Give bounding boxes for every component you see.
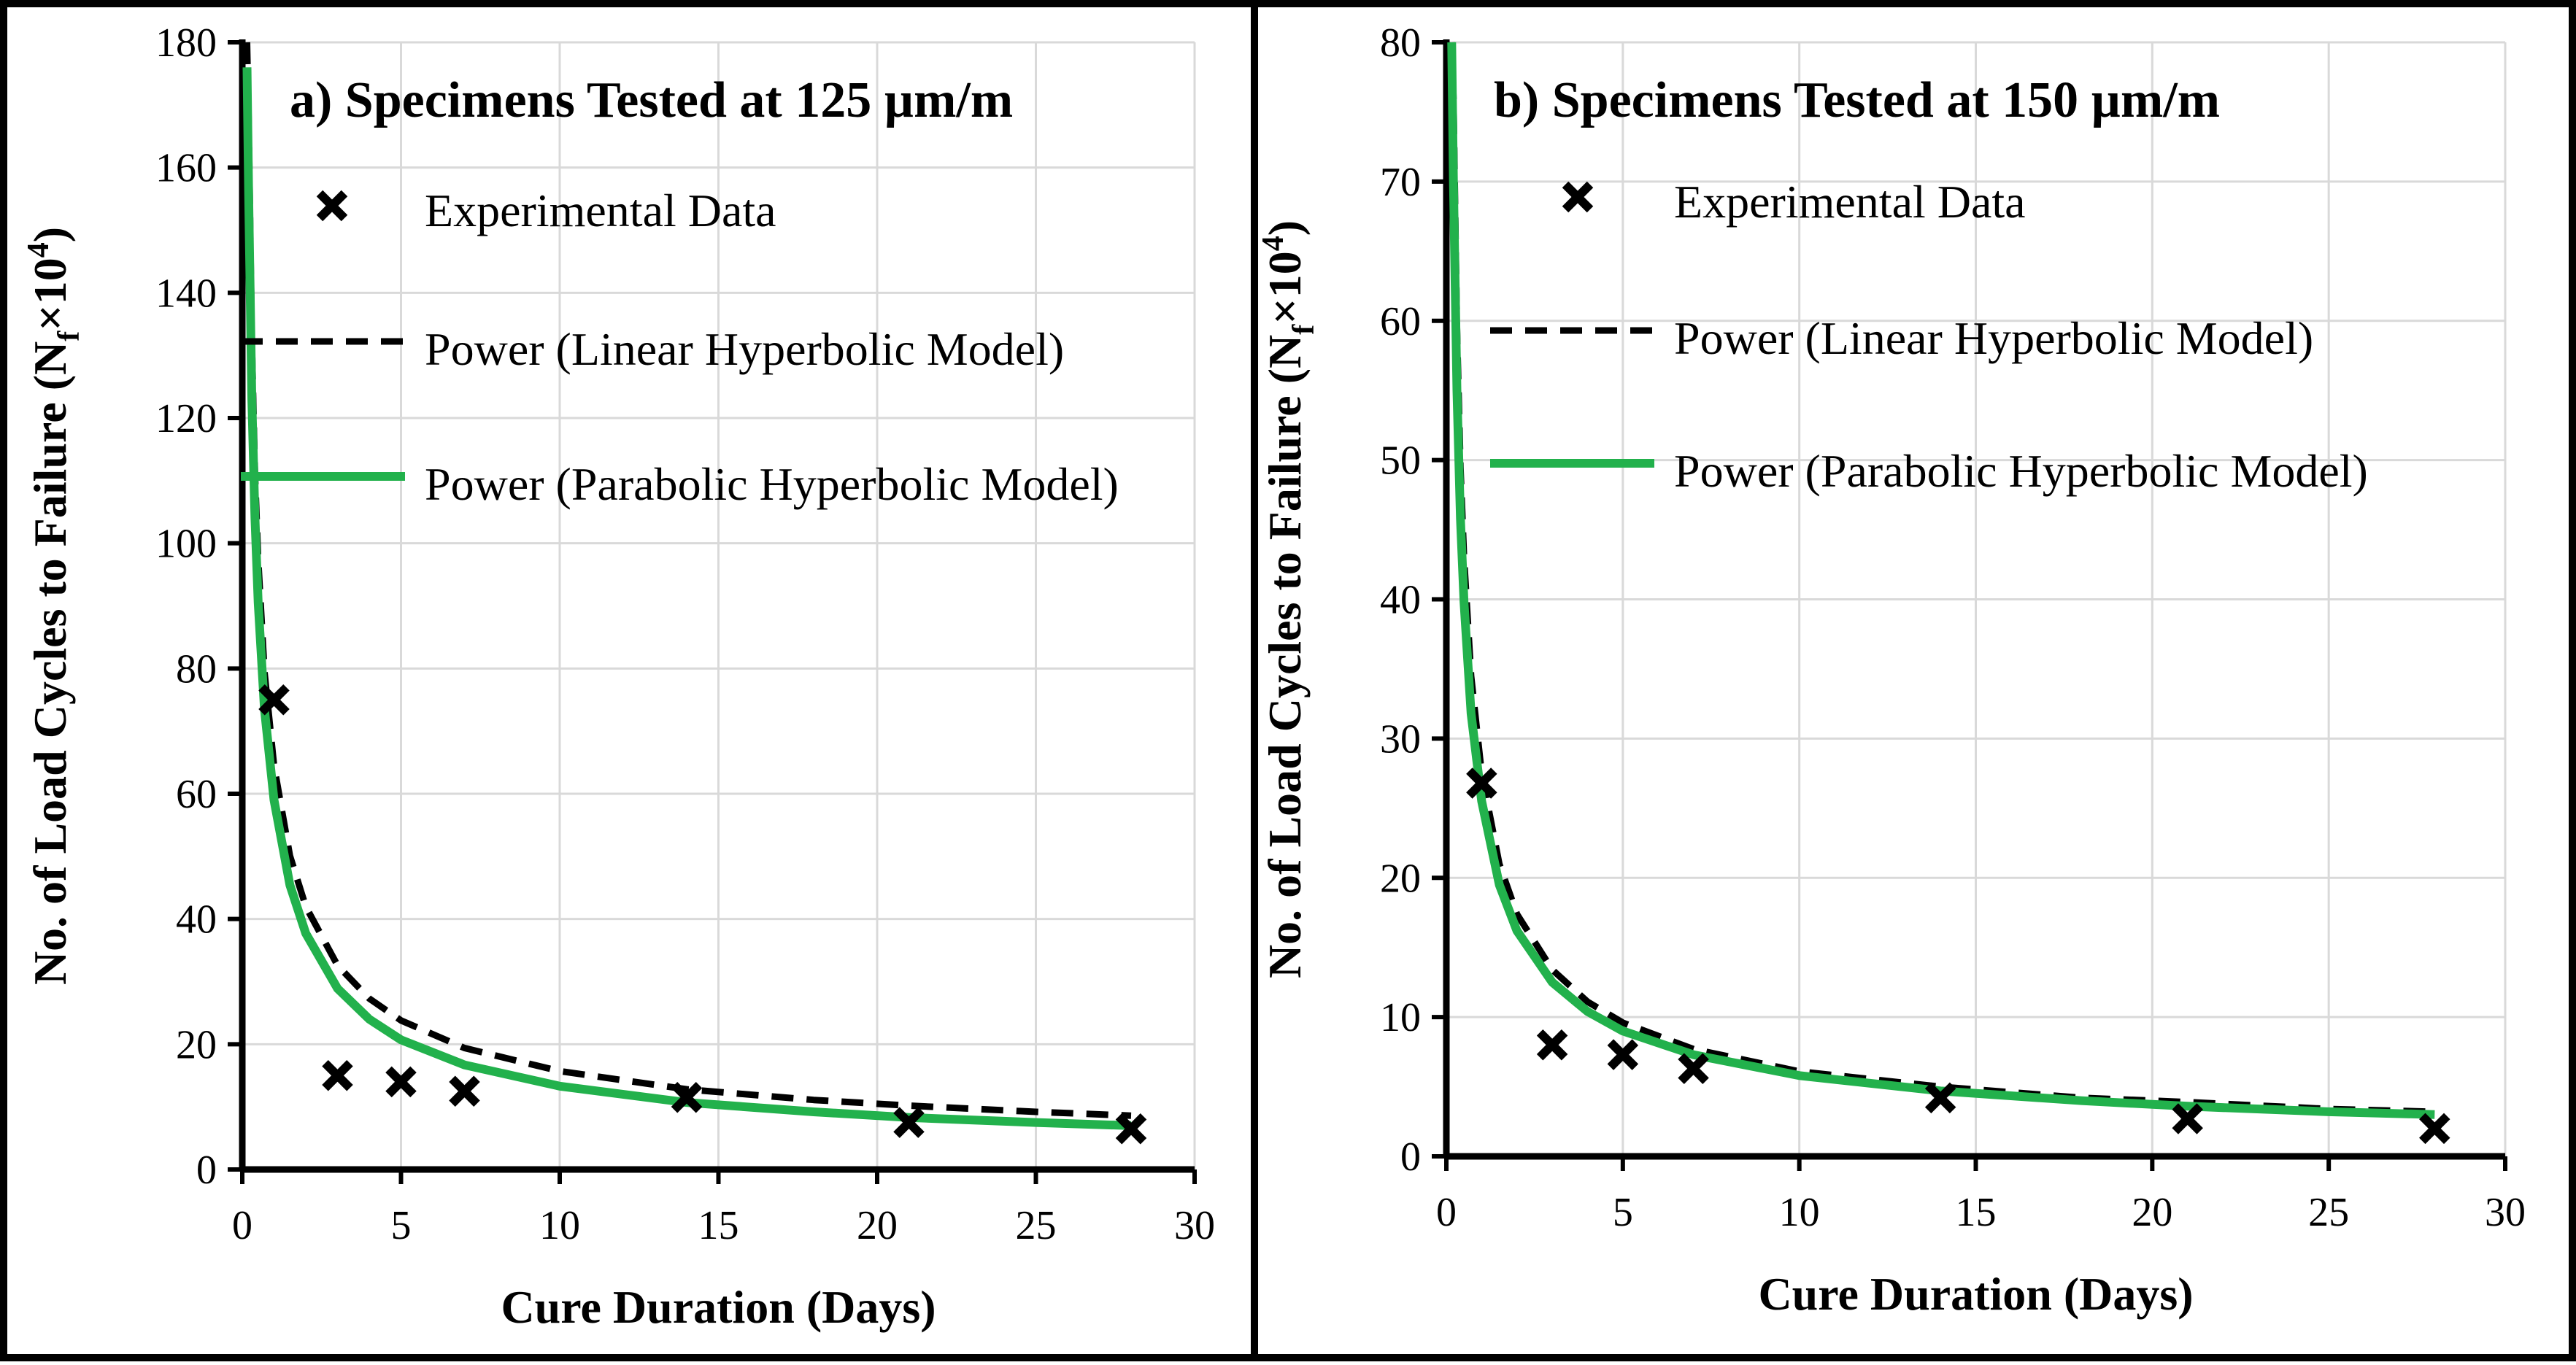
y-tick-label: 30 <box>1380 716 1421 762</box>
data-point <box>1678 1053 1709 1084</box>
chart-panel-b: 0 5 10 15 20 25 30 0 10 20 30 40 50 60 70 80 Cure Durati… <box>1257 20 2526 1320</box>
legend-label: Power (Parabolic Hyperbolic Model) <box>425 458 1119 510</box>
data-point <box>1924 1082 1956 1114</box>
legend-marker-stroke <box>316 190 348 222</box>
x-tick-label: 15 <box>1956 1190 1997 1235</box>
chart-title: a) Specimens Tested at 125 µm/m <box>290 72 1013 128</box>
legend-marker-experimental <box>1562 181 1594 213</box>
data-point <box>893 1107 925 1138</box>
parabolic-model-line <box>1447 42 2435 1119</box>
y-axis-title-part_sup: 4 <box>22 242 55 258</box>
data-point <box>1466 767 1497 799</box>
x-tick-label: 5 <box>1613 1190 1633 1235</box>
y-tick-label: 100 <box>155 522 217 567</box>
y-axis-title-part: No. of Load Cycles to Failure (N <box>1259 335 1311 978</box>
x-tick-label: 0 <box>232 1203 252 1248</box>
legend: Experimental Data Power (Linear Hyperboli… <box>241 185 1119 510</box>
y-axis-title-part_tail: ×10 <box>1259 251 1311 324</box>
x-tick-label: 10 <box>539 1203 580 1248</box>
data-point <box>671 1082 703 1113</box>
legend-marker-stroke <box>1562 181 1594 213</box>
y-tick-label: 20 <box>176 1022 217 1067</box>
data-point <box>385 1066 417 1098</box>
data-point <box>2419 1113 2450 1145</box>
chart-title: b) Specimens Tested at 150 µm/m <box>1494 72 2220 128</box>
data-point <box>1115 1113 1147 1145</box>
x-tick-label: 25 <box>1016 1203 1057 1248</box>
legend-label: Power (Linear Hyperbolic Model) <box>1674 312 2313 364</box>
data-point-stroke <box>385 1066 417 1098</box>
y-tick-label: 140 <box>155 271 217 316</box>
y-axis-title-part_sub: f <box>1287 324 1321 335</box>
data-point-stroke <box>449 1075 480 1107</box>
y-tick-label: 10 <box>1380 995 1421 1040</box>
data-point-stroke <box>671 1082 703 1113</box>
data-point-stroke <box>1536 1029 1568 1061</box>
y-tick-label: 60 <box>1380 299 1421 344</box>
chart-panel-a: 0 5 10 15 20 25 30 0 20 40 60 80 100 120 140 160 180 Cure… <box>22 20 1215 1333</box>
y-axis-title-part_sub: f <box>53 330 86 341</box>
legend-label: Power (Parabolic Hyperbolic Model) <box>1674 445 2368 497</box>
y-tick-label: 0 <box>196 1148 217 1193</box>
legend-marker-experimental <box>316 190 348 222</box>
x-axis-title: Cure Duration (Days) <box>1758 1268 2193 1320</box>
x-tick-label: 15 <box>698 1203 739 1248</box>
legend-label: Power (Linear Hyperbolic Model) <box>425 323 1064 375</box>
data-point-stroke <box>2172 1103 2203 1134</box>
y-tick-label: 80 <box>1380 20 1421 66</box>
y-axis-title: No. of Load Cycles to Failure (Nf×104) <box>22 227 86 985</box>
y-tick-label: 0 <box>1400 1134 1421 1180</box>
data-point-stroke <box>1678 1053 1709 1084</box>
data-point-stroke <box>1115 1113 1147 1145</box>
y-tick-label: 70 <box>1380 160 1421 205</box>
x-tick-label: 0 <box>1436 1190 1457 1235</box>
y-tick-label: 40 <box>176 897 217 943</box>
x-tick-label: 20 <box>2132 1190 2172 1235</box>
x-tick-label: 5 <box>391 1203 412 1248</box>
y-tick-label: 40 <box>1380 578 1421 623</box>
y-tick-label: 80 <box>176 646 217 692</box>
x-tick-label: 25 <box>2308 1190 2349 1235</box>
y-tick-label: 160 <box>155 146 217 191</box>
data-point-stroke <box>1607 1039 1639 1070</box>
x-tick-label: 30 <box>2485 1190 2526 1235</box>
y-tick-label: 120 <box>155 396 217 441</box>
legend-label: Experimental Data <box>1674 176 2026 228</box>
data-point-stroke <box>258 684 290 716</box>
x-axis-title: Cure Duration (Days) <box>501 1281 936 1333</box>
data-point-stroke <box>2419 1113 2450 1145</box>
data-point <box>449 1075 480 1107</box>
x-tick-label: 20 <box>857 1203 898 1248</box>
data-point-stroke <box>893 1107 925 1138</box>
y-tick-label: 20 <box>1380 856 1421 901</box>
data-point <box>322 1060 353 1091</box>
x-tick-label: 10 <box>1779 1190 1820 1235</box>
data-point <box>258 684 290 716</box>
y-tick-label: 50 <box>1380 438 1421 484</box>
data-point <box>2172 1103 2203 1134</box>
y-axis-title-part: No. of Load Cycles to Failure (N <box>24 341 76 985</box>
y-axis-title-part_close: ) <box>1259 220 1311 236</box>
data-point-stroke <box>322 1060 353 1091</box>
x-tick-label: 30 <box>1174 1203 1215 1248</box>
legend-label: Experimental Data <box>425 185 776 236</box>
y-axis-title: No. of Load Cycles to Failure (Nf×104) <box>1257 220 1321 978</box>
parabolic-model-line <box>242 67 1132 1130</box>
y-axis-title-part_sup: 4 <box>1257 236 1290 251</box>
y-axis-title-part_close: ) <box>24 227 76 242</box>
legend: Experimental Data Power (Linear Hyperboli… <box>1490 176 2368 497</box>
data-point-stroke <box>1466 767 1497 799</box>
y-tick-label: 60 <box>176 772 217 817</box>
y-axis-title-part_tail: ×10 <box>24 258 76 330</box>
data-point <box>1607 1039 1639 1070</box>
y-tick-label: 180 <box>155 20 217 66</box>
data-point <box>1536 1029 1568 1061</box>
data-point-stroke <box>1924 1082 1956 1114</box>
